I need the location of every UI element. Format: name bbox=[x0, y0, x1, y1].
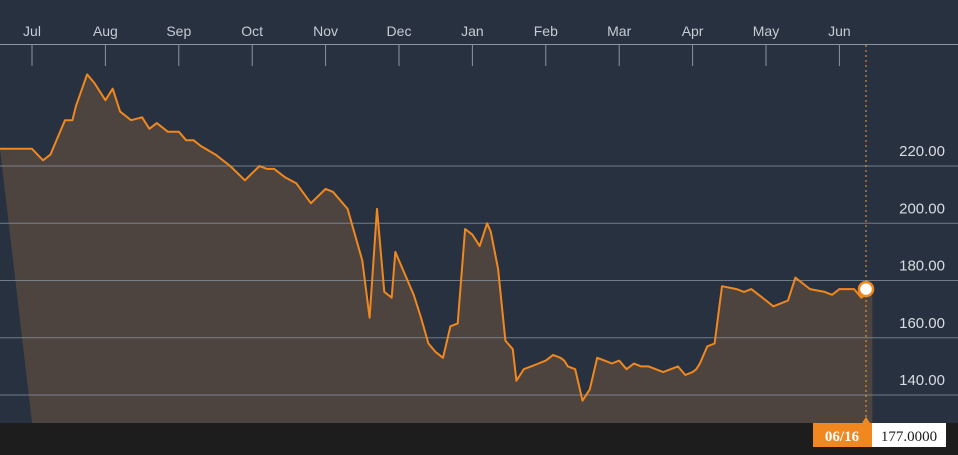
date-value-tooltip: 06/16 177.0000 bbox=[813, 417, 946, 447]
price-line bbox=[0, 73, 874, 402]
month-label-may: May bbox=[753, 23, 779, 39]
y-grid-group bbox=[0, 165, 958, 396]
y-label: 140.00 bbox=[899, 372, 945, 389]
month-label-nov: Nov bbox=[313, 23, 338, 39]
price-line-group bbox=[0, 73, 874, 402]
month-label-sep: Sep bbox=[166, 23, 191, 39]
month-label-jul: Jul bbox=[23, 23, 41, 39]
month-label-dec: Dec bbox=[387, 23, 412, 39]
y-label: 180.00 bbox=[899, 258, 945, 275]
y-label: 200.00 bbox=[899, 200, 945, 217]
month-label-mar: Mar bbox=[607, 23, 631, 39]
month-label-group: Jul Aug Sep Oct Nov Dec Jan Feb Mar Apr May Jun bbox=[23, 23, 851, 39]
tooltip-value: 177.0000 bbox=[881, 429, 937, 445]
month-label-apr: Apr bbox=[682, 23, 704, 39]
price-area bbox=[0, 74, 873, 424]
y-label: 160.00 bbox=[899, 315, 945, 332]
month-label-feb: Feb bbox=[534, 23, 558, 39]
tooltip-arrow bbox=[862, 417, 870, 423]
top-axis-line bbox=[0, 44, 958, 45]
tooltip-date: 06/16 bbox=[825, 429, 860, 445]
month-label-jun: Jun bbox=[828, 23, 851, 39]
y-label-group: 220.00 200.00 180.00 160.00 140.00 bbox=[899, 143, 945, 389]
month-label-jan: Jan bbox=[461, 23, 484, 39]
bottom-strip bbox=[0, 423, 958, 455]
month-label-aug: Aug bbox=[93, 23, 118, 39]
month-label-oct: Oct bbox=[241, 23, 263, 39]
tooltip-date-bg bbox=[813, 423, 872, 447]
y-label: 220.00 bbox=[899, 143, 945, 160]
month-tick-group bbox=[31, 45, 840, 66]
crosshair-point[interactable] bbox=[857, 280, 875, 298]
price-area-group bbox=[0, 74, 873, 424]
tooltip-value-bg bbox=[872, 423, 946, 447]
